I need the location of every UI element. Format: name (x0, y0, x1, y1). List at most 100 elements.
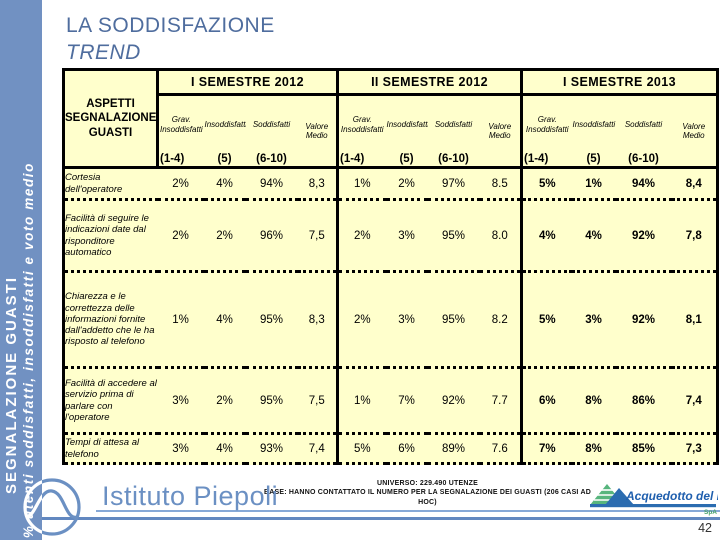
subheader-grav-insoddisfatti: Grav. Insoddisfatti (1-4) (521, 94, 572, 169)
base-note: UNIVERSO: 229.490 UTENZE BASE: HANNO CON… (255, 479, 600, 507)
value-cell: 95% (427, 199, 480, 273)
row-label: Facilità di seguire le indicazioni date … (62, 199, 158, 273)
value-cell: 89% (427, 433, 480, 465)
istituto-piepoli-logo-text: Istituto Piepoli (102, 481, 279, 511)
value-cell: 7,5 (297, 367, 339, 435)
value-cell: 3% (385, 271, 428, 369)
value-cell: 5% (521, 167, 572, 201)
value-cell: 8,3 (297, 271, 339, 369)
table-row-cortesia: Cortesia dell'operatore 2% 4% 94% 8,3 1%… (62, 167, 719, 201)
value-cell: 7,3 (671, 433, 719, 465)
subheader-range: (6-10) (628, 152, 659, 165)
subheader-label: Soddisfatti (624, 119, 663, 129)
subheader-label: Grav. Insoddisfatti (525, 115, 569, 134)
subheader-soddisfatti: Soddisfatti (6-10) (245, 94, 298, 169)
satisfaction-trend-table: ASPETTI SEGNALAZIONE GUASTI I SEMESTRE 2… (62, 68, 719, 465)
table-corner-label: ASPETTI SEGNALAZIONE GUASTI (62, 68, 159, 169)
value-cell: 8.0 (479, 199, 523, 273)
value-cell: 5% (337, 433, 386, 465)
value-cell: 6% (385, 433, 428, 465)
value-cell: 95% (427, 271, 480, 369)
subheader-label: Valore Medio (488, 121, 512, 140)
subheader-label: Insoddisfatti (204, 119, 248, 129)
subheader-voto-medio: Valore Medio (297, 94, 339, 169)
subheader-range: (5) (217, 152, 232, 165)
adf-logo-subtext: SpA (704, 509, 717, 516)
value-cell: 7,8 (671, 199, 719, 273)
value-cell: 8.5 (479, 167, 523, 201)
value-cell: 7,5 (297, 199, 339, 273)
adf-logo-text: Acquedotto del Fiora (625, 489, 718, 503)
value-cell: 4% (521, 199, 572, 273)
base-note-line2: BASE: HANNO CONTATTATO IL NUMERO PER LA … (264, 489, 591, 506)
table-row-facilita-accesso: Facilità di accedere al servizio prima d… (62, 367, 719, 435)
subheader-insoddisfatti: Insoddisfatti (5) (203, 94, 248, 169)
value-cell: 2% (203, 199, 246, 273)
value-cell: 4% (571, 199, 616, 273)
value-cell: 3% (571, 271, 616, 369)
page-title: LA SODDISFAZIONE TREND (66, 12, 275, 67)
value-cell: 7,4 (297, 433, 339, 465)
value-cell: 5% (521, 271, 572, 369)
value-cell: 2% (385, 167, 428, 201)
column-group-sem1-2013: I SEMESTRE 2013 (521, 68, 719, 96)
value-cell: 6% (521, 367, 572, 435)
adf-blue-mountain (605, 488, 634, 505)
subheader-voto-medio: Valore Medio (479, 94, 523, 169)
value-cell: 3% (385, 199, 428, 273)
value-cell: 1% (571, 167, 616, 201)
value-cell: 4% (203, 433, 246, 465)
istituto-piepoli-logo-icon (23, 478, 81, 536)
subheader-label: Grav. Insoddisfatti (160, 115, 203, 134)
acquedotto-del-fiora-logo: Acquedotto del Fiora SpA (590, 484, 718, 516)
page-number: 42 (698, 521, 712, 535)
value-cell: 2% (337, 199, 386, 273)
value-cell: 8,3 (297, 167, 339, 201)
value-cell: 94% (245, 167, 298, 201)
subheader-label: Valore Medio (305, 121, 329, 140)
value-cell: 1% (337, 367, 386, 435)
value-cell: 92% (427, 367, 480, 435)
value-cell: 7% (521, 433, 572, 465)
value-cell: 8.2 (479, 271, 523, 369)
value-cell: 3% (157, 433, 204, 465)
value-cell: 96% (245, 199, 298, 273)
subheader-label: Grav. Insoddisfatti (340, 115, 384, 134)
value-cell: 86% (615, 367, 672, 435)
subheader-insoddisfatti: Insoddisfatti (5) (571, 94, 616, 169)
subheader-soddisfatti: Soddisfatti (6-10) (427, 94, 480, 169)
value-cell: 8% (571, 367, 616, 435)
value-cell: 7,4 (671, 367, 719, 435)
value-cell: 2% (157, 199, 204, 273)
page-title-line2: TREND (66, 41, 141, 65)
subheader-label: Insoddisfatti (572, 119, 616, 129)
footer-divider-thick (42, 517, 720, 520)
base-note-line1: UNIVERSO: 229.490 UTENZE (377, 480, 478, 487)
table-row-facilita-indicazioni: Facilità di seguire le indicazioni date … (62, 199, 719, 273)
row-label: Cortesia dell'operatore (62, 167, 158, 201)
column-group-sem1-2012: I SEMESTRE 2012 (157, 68, 339, 96)
value-cell: 7.7 (479, 367, 523, 435)
subheader-range: (1-4) (340, 152, 365, 165)
subheader-label: Insoddisfatti (386, 119, 430, 129)
value-cell: 8,4 (671, 167, 719, 201)
sidebar-section-title: SEGNALAZIONE GUASTI (3, 275, 20, 494)
subheader-grav-insoddisfatti: Grav. Insoddisfatti (1-4) (337, 94, 386, 169)
value-cell: 92% (615, 271, 672, 369)
subheader-range: (6-10) (438, 152, 469, 165)
footer-divider-thin (96, 510, 720, 512)
subheader-range: (1-4) (524, 152, 549, 165)
table-row-chiarezza-informazioni: Chiarezza e le correttezza delle informa… (62, 271, 719, 369)
value-cell: 2% (203, 367, 246, 435)
value-cell: 7% (385, 367, 428, 435)
value-cell: 94% (615, 167, 672, 201)
value-cell: 8,1 (671, 271, 719, 369)
subheader-label: Soddisfatti (434, 119, 473, 129)
value-cell: 4% (203, 167, 246, 201)
value-cell: 7.6 (479, 433, 523, 465)
subheader-voto-medio: Valore Medio (671, 94, 719, 169)
subheader-label: Soddisfatti (252, 119, 291, 129)
value-cell: 2% (157, 167, 204, 201)
subheader-insoddisfatti: Insoddisfatti (5) (385, 94, 430, 169)
value-cell: 95% (245, 367, 298, 435)
